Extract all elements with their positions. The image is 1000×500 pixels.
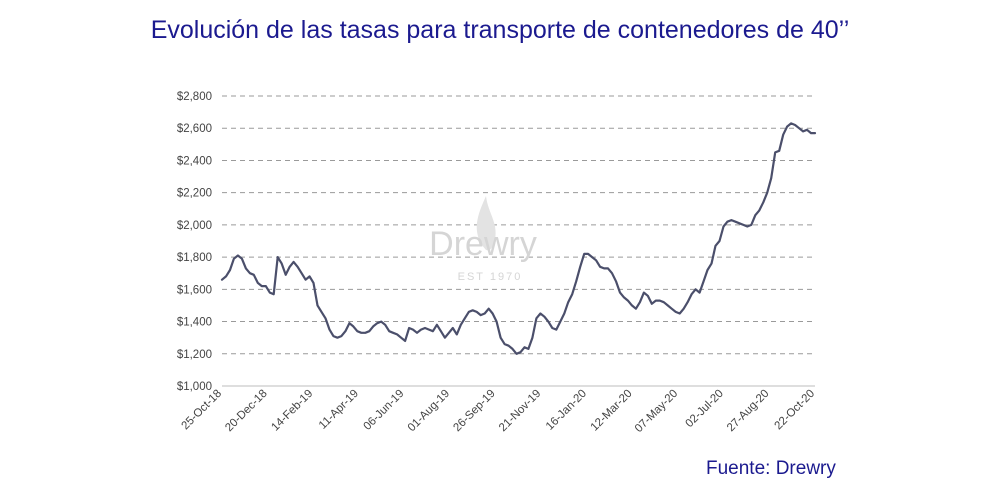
rate-series-line <box>220 122 817 355</box>
y-tick-label: $1,800 <box>177 252 212 264</box>
watermark-subtext: EST 1970 <box>458 271 523 283</box>
y-tick-label: $2,000 <box>177 220 212 232</box>
x-tick-label: 27-Aug-20 <box>725 388 771 434</box>
x-tick-label: 11-Apr-19 <box>317 388 361 432</box>
drewry-watermark: Drewry EST 1970 <box>429 196 537 283</box>
x-tick-label: 21-Nov-19 <box>497 388 543 434</box>
x-tick-label: 16-Jan-20 <box>544 388 589 433</box>
watermark-text: Drewry <box>429 225 537 263</box>
y-axis-tick-labels: $1,000 $1,200 $1,400 $1,600 $1,800 $2,000 $2,2… <box>177 91 212 393</box>
y-tick-label: $1,600 <box>177 284 212 296</box>
x-tick-label: 01-Aug-19 <box>406 388 452 434</box>
x-tick-label: 12-Mar-20 <box>589 388 635 434</box>
x-axis-tick-labels: 25-Oct-18 20-Dec-18 14-Feb-19 11-Apr-19 06-J… <box>179 388 817 435</box>
y-tick-label: $1,400 <box>177 317 212 329</box>
y-tick-label: $2,600 <box>177 123 212 135</box>
x-tick-label: 02-Jul-20 <box>683 388 725 430</box>
y-tick-label: $2,400 <box>177 155 212 167</box>
y-tick-label: $2,200 <box>177 188 212 200</box>
series-layer <box>220 122 817 355</box>
x-tick-label: 25-Oct-18 <box>179 388 224 433</box>
x-tick-label: 20-Dec-18 <box>223 388 269 434</box>
chart-title: Evolución de las tasas para transporte d… <box>150 16 850 44</box>
x-tick-label: 07-May-20 <box>633 388 680 435</box>
y-tick-label: $1,000 <box>177 381 212 393</box>
x-tick-label: 26-Sep-19 <box>451 388 497 434</box>
y-tick-label: $2,800 <box>177 91 212 103</box>
flame-watermark-icon <box>476 196 496 251</box>
x-tick-label: 06-Jun-19 <box>361 388 406 433</box>
source-note: Fuente: Drewry <box>706 458 836 479</box>
x-tick-label: 22-Oct-20 <box>772 388 817 433</box>
y-tick-label: $1,200 <box>177 349 212 361</box>
x-tick-label: 14-Feb-19 <box>269 388 315 434</box>
